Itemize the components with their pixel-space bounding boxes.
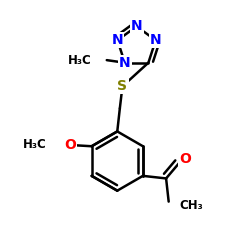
- Text: CH₃: CH₃: [179, 199, 203, 212]
- Text: H₃C: H₃C: [68, 54, 91, 67]
- Text: N: N: [150, 33, 162, 47]
- Text: N: N: [112, 33, 123, 47]
- Text: N: N: [131, 19, 142, 33]
- Text: N: N: [119, 56, 130, 70]
- Text: S: S: [118, 79, 128, 93]
- Text: H₃C: H₃C: [23, 138, 46, 151]
- Text: O: O: [64, 138, 76, 152]
- Text: O: O: [179, 152, 191, 166]
